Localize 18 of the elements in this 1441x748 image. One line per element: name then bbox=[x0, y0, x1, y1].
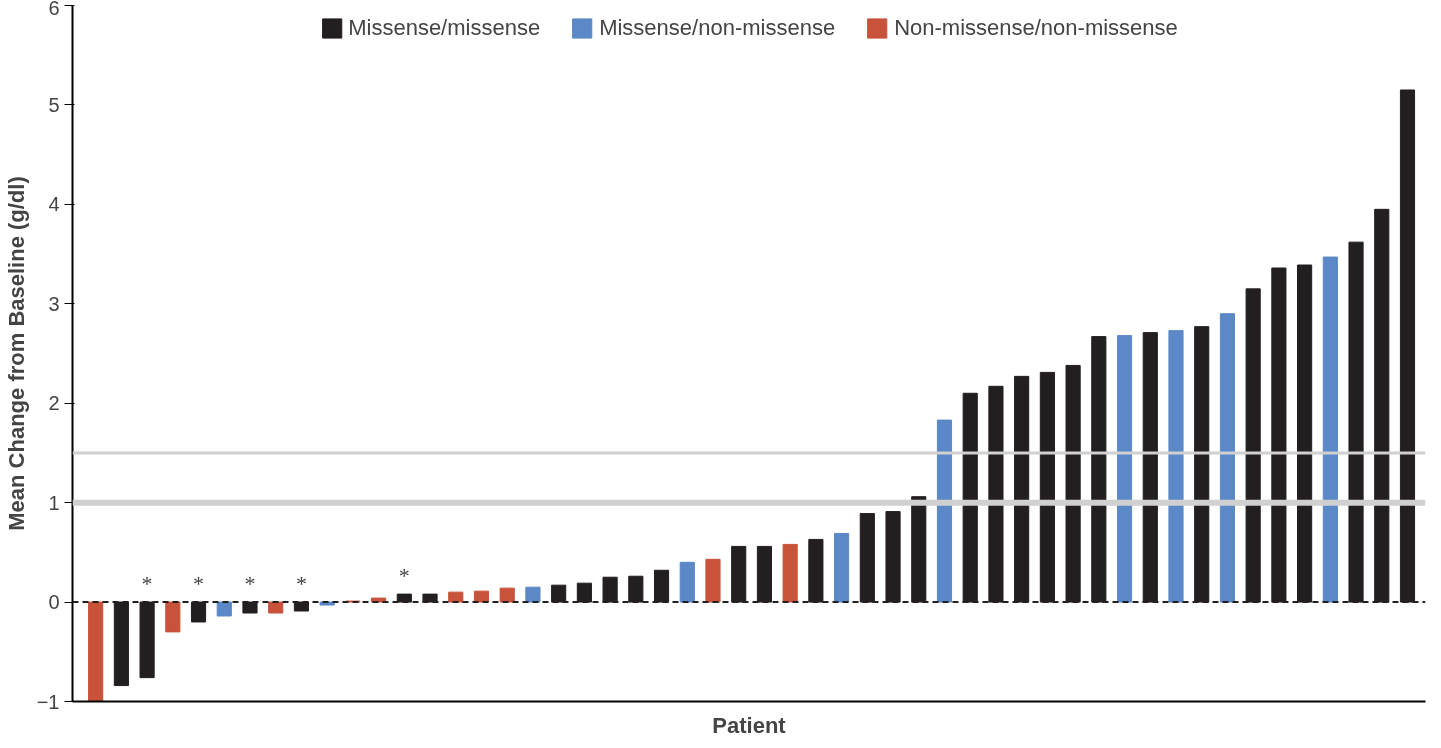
data-label: * bbox=[141, 571, 153, 597]
legend-label: Missense/missense bbox=[348, 15, 541, 41]
y-axis-title: Mean Change from Baseline (g/dl) bbox=[3, 176, 29, 531]
y-tick-label: −1 bbox=[36, 690, 60, 713]
y-tick-label: 1 bbox=[48, 491, 60, 514]
data-label: * bbox=[193, 571, 205, 597]
data-label: * bbox=[398, 563, 410, 589]
data-label: * bbox=[244, 571, 256, 597]
y-tick-label: 4 bbox=[48, 193, 60, 216]
y-tick-label: 5 bbox=[48, 93, 60, 116]
y-tick-label: 2 bbox=[48, 392, 60, 415]
x-axis-title: Patient bbox=[712, 712, 787, 738]
legend-label: Non-missense/non-missense bbox=[894, 15, 1178, 41]
y-tick-label: 0 bbox=[48, 591, 60, 614]
legend-label: Missense/non-missense bbox=[599, 15, 836, 41]
y-tick-label: 6 bbox=[48, 0, 60, 19]
y-tick-label: 3 bbox=[48, 292, 60, 315]
data-label: * bbox=[295, 571, 307, 597]
